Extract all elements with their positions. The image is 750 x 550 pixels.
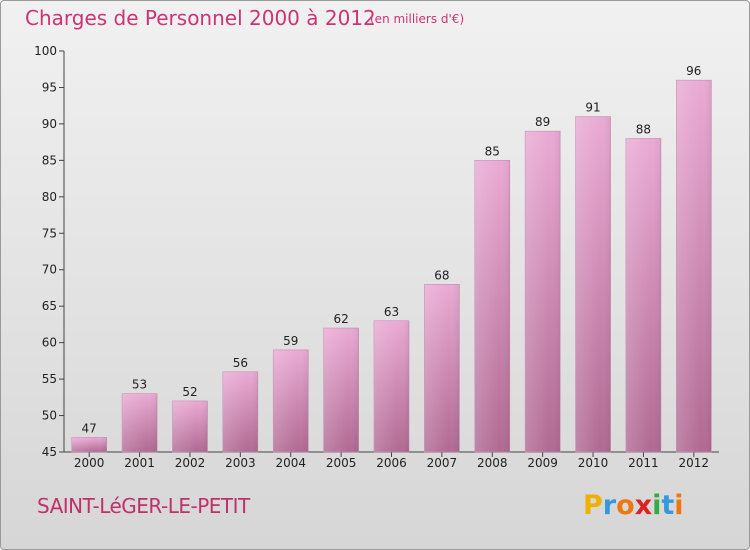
x-tick-label: 2009 [527, 456, 558, 470]
x-tick-label: 2012 [679, 456, 710, 470]
bar-shade [71, 437, 107, 452]
data-label: 89 [535, 115, 550, 129]
bar-shade [374, 320, 409, 452]
labels-group: 2000 47 2001 53 2002 52 2003 56 2004 59 2005 62 2006… [74, 64, 709, 470]
y-tick-label: 95 [42, 80, 57, 94]
x-tick-label: 2006 [376, 456, 407, 470]
y-tick-label: 85 [42, 153, 57, 167]
commune-name: SAINT-LéGER-LE-PETIT [37, 494, 250, 518]
y-tick-label: 50 [42, 409, 57, 423]
bars-group [71, 79, 712, 453]
data-label: 85 [485, 144, 500, 158]
x-tick-label: 2003 [225, 456, 256, 470]
y-tick-label: 70 [42, 263, 57, 277]
x-tick-label: 2007 [427, 456, 458, 470]
bar-shade [172, 400, 208, 452]
data-label: 91 [585, 101, 600, 115]
data-label: 62 [333, 312, 348, 326]
data-label: 53 [132, 378, 147, 392]
data-label: 68 [434, 268, 449, 282]
data-label: 56 [233, 356, 248, 370]
bar-shade [474, 160, 510, 452]
y-tick-label: 80 [42, 190, 57, 204]
data-label: 96 [686, 64, 701, 78]
chart-title: Charges de Personnel 2000 à 2012 [25, 6, 376, 30]
bar-shade [323, 328, 359, 452]
bar-shade [625, 138, 661, 452]
data-label: 59 [283, 334, 298, 348]
logo-letter: i [674, 490, 684, 521]
x-tick-label: 2010 [578, 456, 609, 470]
y-tick-label: 65 [42, 299, 57, 313]
data-label: 63 [384, 305, 399, 319]
x-tick-label: 2011 [628, 456, 659, 470]
bar-shade [222, 371, 258, 452]
axes: 45 50 55 60 65 70 75 80 85 90 95 100 [34, 44, 719, 459]
y-tick-label: 75 [42, 226, 57, 240]
x-tick-label: 2005 [326, 456, 357, 470]
y-tick-label: 60 [42, 336, 57, 350]
logo-letter: P [583, 490, 603, 521]
data-label: 52 [182, 385, 197, 399]
bar-shade [525, 131, 561, 452]
logo-letter: i [652, 490, 662, 521]
logo-letter: x [634, 490, 653, 521]
logo-letter: r [602, 490, 617, 521]
bar-shade [676, 80, 712, 452]
y-tick-label: 100 [34, 44, 57, 58]
x-tick-label: 2008 [477, 456, 508, 470]
y-tick-label: 90 [42, 117, 57, 131]
data-label: 47 [82, 421, 97, 435]
data-label: 88 [636, 122, 651, 136]
x-tick-label: 2002 [175, 456, 206, 470]
y-tick-label: 45 [42, 445, 57, 459]
logo-letter: t [661, 490, 675, 521]
x-tick-label: 2001 [124, 456, 155, 470]
bar-shade [122, 393, 158, 452]
x-tick-label: 2004 [275, 456, 306, 470]
proxiti-logo: Proxiti [583, 490, 684, 521]
chart-unit: (en milliers d'€) [370, 12, 465, 26]
bar-shade [273, 349, 309, 452]
bar-shade [424, 284, 460, 452]
x-tick-label: 2000 [74, 456, 105, 470]
logo-letter: o [616, 490, 635, 521]
y-tick-label: 55 [42, 372, 57, 386]
bar-shade [575, 116, 611, 453]
